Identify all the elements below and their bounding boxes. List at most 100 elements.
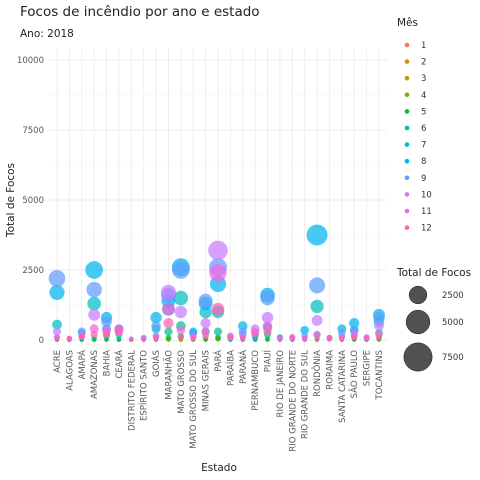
data-point <box>326 335 333 342</box>
data-point <box>302 336 308 342</box>
data-point <box>54 335 60 342</box>
data-point <box>311 314 323 326</box>
data-point <box>141 337 146 342</box>
data-point <box>289 335 296 342</box>
data-point <box>260 290 275 306</box>
data-point <box>227 334 234 341</box>
data-point <box>211 302 225 316</box>
data-point <box>213 327 223 336</box>
data-point <box>102 330 111 339</box>
x-tick-label: MARANHÃO <box>163 350 174 400</box>
data-point <box>310 299 324 314</box>
data-point <box>349 318 360 329</box>
data-point <box>114 327 124 336</box>
size-legend-label: 5000 <box>442 318 464 328</box>
x-tick-label: RONDÔNIA <box>311 350 323 397</box>
x-tick-label: DISTRITO FEDERAL <box>127 350 137 431</box>
x-tick-label: ACRE <box>53 350 63 373</box>
data-point <box>208 240 228 261</box>
x-tick-label: RIO GRANDE DO NORTE <box>288 350 298 452</box>
data-point <box>177 334 184 341</box>
x-tick-label: BAHIA <box>103 350 113 377</box>
data-point <box>90 330 98 339</box>
y-tick-label: 2500 <box>22 266 44 276</box>
x-tick-label: PARÁ <box>212 350 224 372</box>
x-tick-label: RORAIMA <box>325 350 335 390</box>
data-point <box>174 305 188 319</box>
legend-label: 1 <box>421 41 426 51</box>
x-tick-label: PARANÁ <box>237 350 249 384</box>
legend-label: 12 <box>421 224 432 234</box>
data-point <box>351 334 358 341</box>
data-point <box>171 261 190 279</box>
legend-key <box>404 109 410 114</box>
legend-key <box>404 42 410 48</box>
legend-label: 10 <box>421 190 432 200</box>
data-point <box>162 302 175 316</box>
legend-label: 5 <box>421 107 426 117</box>
data-point <box>48 270 66 287</box>
x-tick-label: PIAUÍ <box>262 350 274 373</box>
legend-key <box>404 225 410 230</box>
data-point <box>261 311 274 324</box>
legend-label: 3 <box>421 74 426 84</box>
data-point <box>66 336 72 342</box>
y-axis-title: Total de Focos <box>5 163 17 238</box>
data-point <box>78 333 85 340</box>
x-tick-label: SERGIPE <box>363 350 373 386</box>
data-point <box>165 334 172 341</box>
data-point <box>164 327 173 336</box>
data-point <box>86 281 102 298</box>
data-point <box>150 311 162 324</box>
x-tick-label: GOIÁS <box>150 350 162 377</box>
data-point <box>313 330 321 339</box>
data-point <box>190 335 196 342</box>
legend-key <box>404 59 410 64</box>
x-tick-label: CEARÁ <box>113 350 125 379</box>
legend-key <box>404 158 410 164</box>
data-point <box>309 277 326 294</box>
legend-label: 2 <box>421 58 426 68</box>
data-point <box>209 264 227 282</box>
data-point <box>52 327 62 336</box>
y-axis-ticks: 0 2500 5000 7500 10000 <box>17 56 44 346</box>
y-tick-label: 7500 <box>22 126 44 136</box>
chart-title: Focos de incêndio por ano e estado <box>20 4 260 20</box>
data-point <box>251 330 259 339</box>
data-point <box>314 335 320 342</box>
legend-label: 11 <box>421 207 432 217</box>
x-tick-label: MINAS GERAIS <box>202 350 212 411</box>
data-point <box>87 296 101 311</box>
chart-subtitle: Ano: 2018 <box>20 28 74 40</box>
y-tick-label: 0 <box>39 336 44 346</box>
data-point <box>240 335 246 342</box>
data-point <box>198 293 213 308</box>
plot-background <box>48 48 387 347</box>
data-point <box>339 335 345 342</box>
x-tick-label: RIO DE JANEIRO <box>276 350 286 418</box>
data-point <box>163 318 174 329</box>
legend-key <box>404 142 410 147</box>
y-tick-label: 10000 <box>17 56 44 66</box>
legend-key <box>404 192 410 197</box>
x-tick-label: PERNAMBUCO <box>251 350 261 411</box>
x-tick-label: RIO GRANDE DO SUL <box>301 350 311 439</box>
x-tick-label: AMAPÁ <box>76 350 88 380</box>
data-point <box>52 319 62 330</box>
data-point <box>85 261 104 279</box>
data-point <box>153 335 159 342</box>
legend-label: 6 <box>421 124 426 134</box>
data-point <box>176 325 186 335</box>
color-legend-title: Mês <box>397 17 418 29</box>
legend-key <box>404 75 410 81</box>
x-axis-title: Estado <box>201 462 237 474</box>
data-point <box>374 321 384 331</box>
x-tick-label: SANTA CATARINA <box>338 350 348 423</box>
data-point <box>215 334 221 341</box>
data-point <box>89 324 99 334</box>
x-tick-label: PARAÍBA <box>224 350 236 386</box>
data-point <box>202 332 209 340</box>
data-point <box>200 318 211 329</box>
